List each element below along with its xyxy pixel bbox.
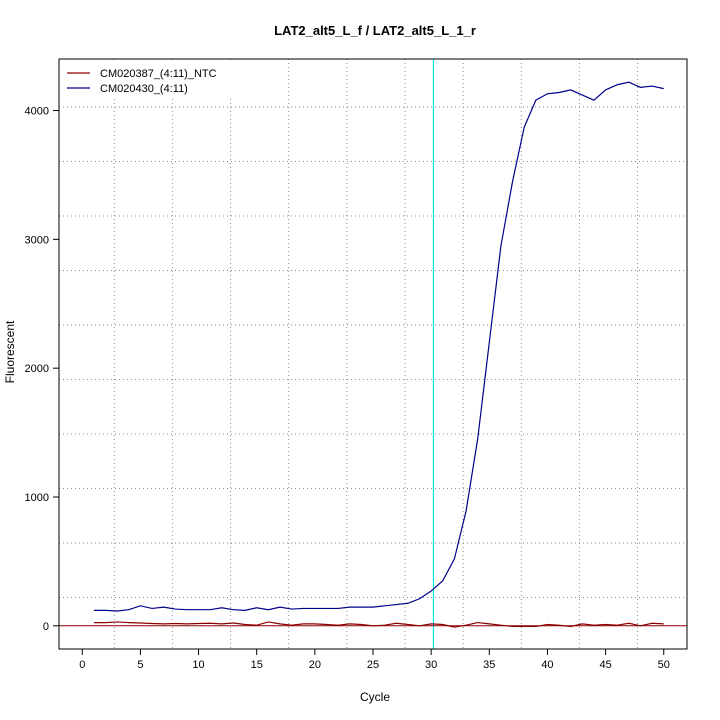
legend-label-2: CM020430_(4:11) (100, 83, 188, 95)
legend: CM020387_(4:11)_NTC CM020430_(4:11) (61, 63, 251, 99)
x-tick-label: 45 (599, 659, 611, 671)
legend-box (61, 63, 251, 99)
y-tick-label: 1000 (25, 492, 49, 504)
x-tick-label: 35 (483, 659, 495, 671)
x-tick-label: 25 (367, 659, 379, 671)
series-layer (93, 81, 664, 628)
x-tick-label: 50 (658, 659, 670, 671)
x-tick-label: 40 (541, 659, 553, 671)
series-line-2 (93, 81, 664, 612)
x-tick-label: 20 (309, 659, 321, 671)
axes-layer: 0 5 10 15 20 25 30 35 40 45 50 0 1000 2000 3000 4000 (25, 106, 670, 671)
y-tick-label: 2000 (25, 363, 49, 375)
y-tick-label: 3000 (25, 234, 49, 246)
legend-label-1: CM020387_(4:11)_NTC (100, 68, 217, 80)
series-line-1 (93, 621, 664, 628)
y-tick-label: 4000 (25, 106, 49, 118)
grid-layer (59, 59, 687, 649)
x-tick-label: 30 (425, 659, 437, 671)
y-tick-label: 0 (43, 621, 49, 633)
x-tick-label: 0 (79, 659, 85, 671)
x-axis-label: Cycle (360, 690, 390, 704)
x-tick-label: 15 (251, 659, 263, 671)
chart-title: LAT2_alt5_L_f / LAT2_alt5_L_1_r (274, 23, 476, 38)
plot-frame (58, 58, 688, 650)
y-axis-label: Fluorescent (3, 320, 17, 383)
x-tick-label: 10 (192, 659, 204, 671)
x-tick-label: 5 (137, 659, 143, 671)
